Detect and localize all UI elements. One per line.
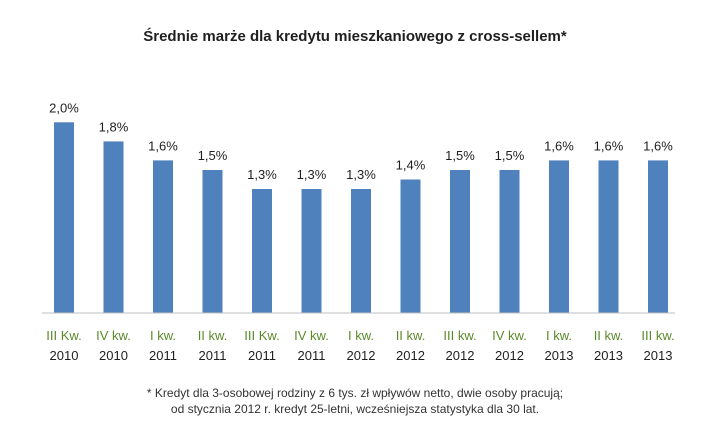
bars-layer (54, 122, 668, 313)
bar-value-label-5: 1,3% (297, 167, 327, 182)
bar-value-label-1: 1,8% (99, 119, 129, 134)
category-year-label-2: 2011 (149, 348, 177, 363)
bar-8 (450, 170, 470, 313)
category-quarter-label-7: II kw. (396, 328, 426, 343)
category-quarter-label-2: I kw. (150, 328, 176, 343)
category-year-label-4: 2011 (248, 348, 276, 363)
bar-2 (153, 160, 173, 313)
category-quarter-label-4: III Kw. (244, 328, 279, 343)
bar-value-label-7: 1,4% (396, 158, 426, 173)
category-quarter-label-3: II kw. (198, 328, 228, 343)
category-year-label-1: 2010 (99, 348, 128, 363)
categories-layer: III Kw. 2010 IV kw. 2010 I kw. 2011 II kw. 2011… (46, 328, 674, 363)
chart-title: Średnie marże dla kredytu mieszkaniowego… (143, 28, 567, 45)
footnote-line-1: * Kredyt dla 3-osobowej rodziny z 6 tys.… (146, 386, 564, 400)
category-year-label-11: 2013 (594, 348, 623, 363)
bar-4 (252, 189, 272, 313)
bar-6 (351, 189, 371, 313)
category-quarter-label-12: III kw. (641, 328, 674, 343)
bar-10 (549, 160, 569, 313)
bar-value-label-3: 1,5% (198, 148, 228, 163)
category-quarter-label-0: III Kw. (46, 328, 81, 343)
bar-value-label-11: 1,6% (594, 138, 624, 153)
labels-layer: 2,0% 1,8% 1,6% 1,5% 1,3% 1,3% 1,3% 1,4% 1,5% 1,5%… (49, 100, 673, 182)
bar-value-label-6: 1,3% (346, 167, 376, 182)
category-quarter-label-6: I kw. (348, 328, 374, 343)
category-year-label-0: 2010 (50, 348, 79, 363)
bar-value-label-2: 1,6% (148, 138, 178, 153)
category-year-label-5: 2011 (298, 348, 326, 363)
category-year-label-6: 2012 (347, 348, 376, 363)
category-quarter-label-1: IV kw. (96, 328, 131, 343)
bar-value-label-12: 1,6% (643, 138, 673, 153)
category-year-label-3: 2011 (199, 348, 227, 363)
bar-12 (648, 160, 668, 313)
category-quarter-label-10: I kw. (546, 328, 572, 343)
category-quarter-label-5: IV kw. (294, 328, 329, 343)
bar-11 (598, 160, 619, 313)
bar-7 (400, 179, 421, 313)
bar-value-label-8: 1,5% (445, 148, 475, 163)
bar-value-label-10: 1,6% (544, 138, 574, 153)
category-year-label-7: 2012 (396, 348, 425, 363)
category-year-label-8: 2012 (446, 348, 475, 363)
bar-3 (202, 170, 223, 313)
bar-value-label-4: 1,3% (247, 167, 277, 182)
bar-0 (54, 122, 74, 313)
footnote: * Kredyt dla 3-osobowej rodziny z 6 tys.… (0, 385, 710, 417)
category-year-label-10: 2013 (545, 348, 574, 363)
bar-value-label-9: 1,5% (495, 148, 525, 163)
category-year-label-9: 2012 (495, 348, 524, 363)
category-quarter-label-9: IV kw. (492, 328, 527, 343)
bar-1 (103, 141, 124, 313)
bar-5 (301, 189, 322, 313)
bar-9 (499, 170, 520, 313)
category-quarter-label-8: III kw. (443, 328, 476, 343)
bar-value-label-0: 2,0% (49, 100, 79, 115)
category-quarter-label-11: II kw. (594, 328, 624, 343)
footnote-line-2: od stycznia 2012 r. kredyt 25-letni, wcz… (170, 402, 540, 416)
category-year-label-12: 2013 (644, 348, 673, 363)
